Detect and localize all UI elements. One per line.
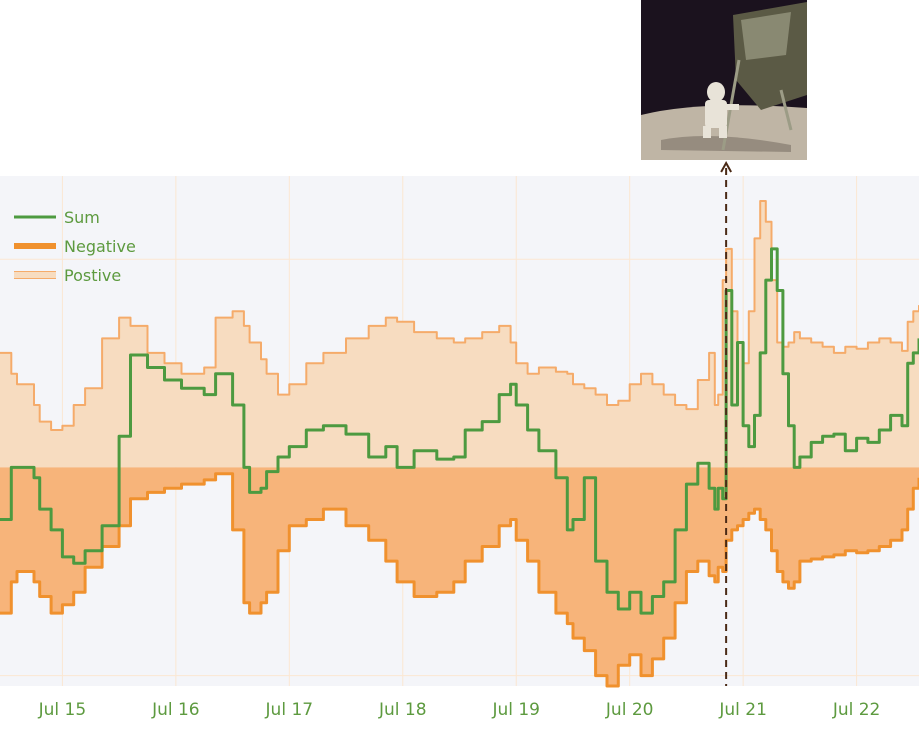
sum-series-line	[0, 247, 919, 615]
legend-item-sum[interactable]: Sum	[14, 208, 100, 227]
x-tick-label: Jul 18	[378, 700, 427, 720]
annotation-layer	[641, 0, 807, 686]
x-tick-label: Jul 16	[151, 700, 200, 720]
x-tick-label: Jul 15	[38, 700, 87, 720]
positive-area-fill	[0, 201, 919, 468]
legend-label: Sum	[64, 208, 100, 227]
positive-series-line	[0, 200, 919, 431]
series-layer	[0, 200, 919, 688]
moon-landing-photo	[641, 0, 807, 160]
legend: Sum Negative Postive	[14, 208, 136, 285]
x-tick-label: Jul 19	[491, 700, 540, 720]
legend-item-positive[interactable]: Postive	[14, 266, 121, 285]
negative-area-fill	[0, 467, 919, 686]
legend-label: Postive	[64, 266, 121, 285]
x-tick-label: Jul 22	[832, 700, 881, 720]
x-tick-label: Jul 21	[718, 700, 767, 720]
annotation-arrowhead	[720, 160, 732, 173]
x-axis: Jul 15 Jul 16 Jul 17 Jul 18 Jul 19 Jul 20 Jul …	[38, 700, 881, 720]
x-tick-label: Jul 17	[265, 700, 314, 720]
x-tick-label: Jul 20	[605, 700, 654, 720]
legend-label: Negative	[64, 237, 136, 256]
negative-series-line	[0, 472, 919, 688]
legend-item-negative[interactable]: Negative	[14, 237, 136, 256]
